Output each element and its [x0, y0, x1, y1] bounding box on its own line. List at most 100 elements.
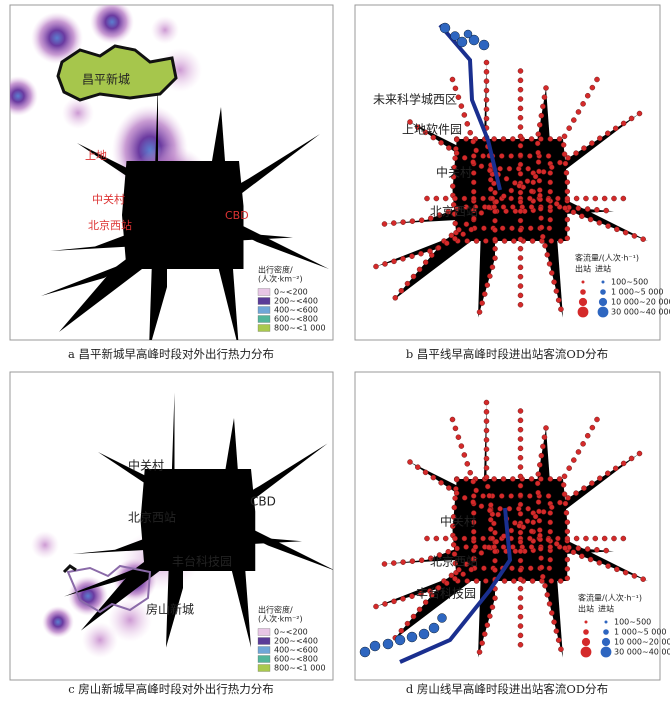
- legend-label: 30 000~40 000: [611, 308, 670, 317]
- legend-label: 1 000~5 000: [611, 288, 664, 297]
- station: [492, 227, 498, 233]
- station: [547, 204, 554, 210]
- station: [517, 539, 524, 545]
- station: [562, 160, 569, 167]
- station: [544, 592, 551, 598]
- route-line: [399, 507, 513, 664]
- station: [422, 599, 429, 606]
- station: [517, 436, 524, 442]
- station: [491, 180, 497, 187]
- station: [573, 535, 580, 542]
- station: [553, 288, 560, 294]
- station: [553, 201, 560, 207]
- station: [558, 646, 564, 653]
- station: [433, 535, 440, 542]
- station: [444, 580, 450, 586]
- station: [581, 485, 587, 491]
- station: [556, 476, 563, 482]
- station: [517, 511, 524, 517]
- legend: 出行密度/(人次·km⁻²) 0~<200200~<400400~<600600~…: [257, 265, 326, 333]
- station: [398, 627, 405, 634]
- station: [562, 545, 568, 551]
- station: [461, 535, 468, 542]
- station: [468, 566, 475, 573]
- station: [452, 560, 459, 567]
- station: [545, 493, 552, 499]
- station: [538, 112, 545, 119]
- station: [517, 273, 524, 280]
- place-label: 房山新城: [146, 602, 194, 617]
- station: [418, 590, 424, 597]
- station: [452, 195, 458, 202]
- station: [517, 264, 524, 271]
- station: [517, 623, 524, 629]
- station: [458, 443, 465, 449]
- station: [481, 631, 488, 637]
- station: [535, 149, 541, 156]
- station: [436, 552, 443, 558]
- station: [381, 221, 388, 227]
- station: [517, 143, 524, 149]
- station: [594, 76, 600, 83]
- station: [415, 464, 421, 470]
- station: [517, 473, 524, 480]
- station: [483, 409, 490, 415]
- station: [584, 432, 591, 439]
- station: [500, 544, 507, 550]
- station: [563, 510, 570, 516]
- station: [478, 503, 485, 509]
- station: [452, 155, 458, 161]
- station: [487, 507, 493, 514]
- station: [458, 103, 465, 109]
- station: [538, 136, 544, 142]
- station: [536, 517, 543, 524]
- legend-label: 800~<1 000: [274, 664, 326, 673]
- station: [480, 493, 486, 499]
- station: [628, 115, 635, 122]
- station: [546, 601, 553, 607]
- legend-label: 200~<400: [274, 637, 318, 646]
- station: [536, 177, 543, 184]
- station: [470, 170, 477, 176]
- station: [483, 465, 490, 471]
- station: [537, 122, 543, 128]
- station: [373, 263, 379, 270]
- station: [537, 206, 544, 212]
- station: [517, 585, 524, 592]
- station: [508, 493, 514, 499]
- station: [470, 179, 477, 186]
- station: [535, 159, 542, 165]
- legend-in-dot: [597, 306, 609, 318]
- caption: b 昌平线早高峰时段进出站客流OD分布: [406, 347, 608, 361]
- station: [444, 240, 450, 246]
- station: [491, 520, 497, 527]
- station: [483, 437, 490, 443]
- station: [483, 106, 490, 113]
- station: [605, 470, 611, 477]
- station: [416, 606, 423, 613]
- station: [592, 195, 599, 202]
- station: [525, 165, 531, 172]
- station: [455, 94, 462, 101]
- station: [620, 535, 627, 542]
- station: [391, 258, 397, 265]
- station: [487, 167, 493, 174]
- station: [589, 84, 596, 91]
- place-label: CBD: [250, 495, 276, 509]
- station: [547, 519, 554, 526]
- station: [453, 150, 460, 156]
- station: [478, 163, 485, 169]
- station: [450, 514, 457, 520]
- legend-swatch: [257, 628, 271, 636]
- station: [472, 544, 479, 550]
- station: [564, 535, 571, 542]
- station: [476, 309, 483, 315]
- station: [456, 227, 462, 233]
- station: [483, 238, 489, 244]
- station: [373, 603, 379, 610]
- station: [451, 551, 458, 557]
- place-label: 中关村: [436, 165, 472, 180]
- station: [561, 151, 568, 157]
- legend-in-dot: [604, 620, 608, 624]
